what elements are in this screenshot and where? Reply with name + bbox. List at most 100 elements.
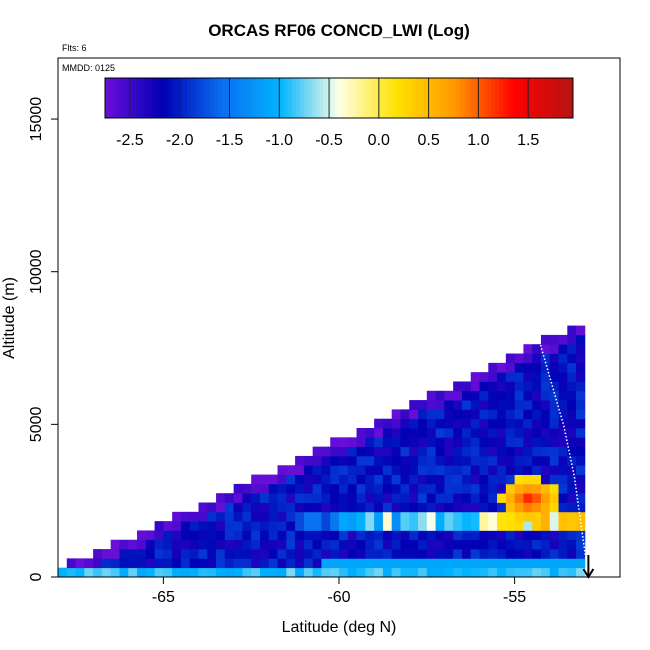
- heatmap-cell: [277, 511, 287, 522]
- heatmap-cell: [470, 474, 480, 485]
- colorbar-swatch: [303, 78, 309, 118]
- heatmap-cell: [488, 446, 498, 457]
- heatmap-cell: [453, 539, 463, 550]
- heatmap-cell: [497, 549, 507, 559]
- heatmap-cell: [374, 446, 384, 457]
- heatmap-cell: [216, 502, 226, 513]
- heatmap-cell: [488, 521, 498, 531]
- heatmap-cell: [549, 446, 559, 457]
- heatmap-cell: [382, 418, 393, 429]
- heatmap-cell: [365, 493, 375, 503]
- heatmap-cell: [277, 465, 287, 475]
- heatmap-cell: [400, 502, 410, 513]
- heatmap-cell: [400, 455, 410, 466]
- heatmap-cell: [216, 511, 226, 522]
- heatmap-cell: [312, 446, 322, 457]
- heatmap-cell: [303, 493, 314, 503]
- heatmap-cell: [180, 549, 191, 559]
- heatmap-cell: [523, 353, 533, 364]
- heatmap-cell: [303, 521, 314, 531]
- heatmap-cell: [479, 549, 489, 559]
- colorbar-swatch: [467, 78, 473, 118]
- heatmap-cell: [418, 418, 428, 429]
- colorbar-swatch: [440, 78, 445, 118]
- heatmap-cell: [523, 567, 533, 578]
- heatmap-cell: [330, 493, 340, 503]
- heatmap-cell: [461, 465, 472, 475]
- heatmap-cell: [576, 372, 586, 382]
- heatmap-cell: [479, 521, 489, 531]
- heatmap-cell: [119, 549, 129, 559]
- heatmap-cell: [426, 428, 436, 438]
- heatmap-cell: [216, 539, 226, 550]
- heatmap-cell: [224, 549, 235, 559]
- heatmap-cell: [444, 465, 454, 475]
- heatmap-cell: [321, 446, 331, 457]
- heatmap-cell: [330, 483, 340, 494]
- colorbar-tick-label: 0.5: [417, 132, 439, 149]
- heatmap-cell: [137, 567, 147, 578]
- heatmap-cell: [374, 502, 384, 513]
- heatmap-cell: [180, 558, 191, 569]
- heatmap-cell: [576, 530, 586, 541]
- heatmap-cell: [286, 474, 296, 485]
- heatmap-cell: [382, 446, 393, 457]
- heatmap-cell: [128, 558, 138, 569]
- heatmap-cell: [391, 428, 401, 438]
- heatmap-cell: [461, 558, 472, 569]
- heatmap-cell: [216, 521, 226, 531]
- heatmap-cell: [444, 567, 454, 578]
- heatmap-cell: [470, 530, 480, 541]
- heatmap-cell: [339, 511, 349, 522]
- y-tick-label: 5000: [28, 407, 45, 443]
- heatmap-cell: [365, 539, 375, 550]
- heatmap-cell: [189, 567, 199, 578]
- heatmap-cell: [470, 400, 480, 410]
- colorbar-swatch: [253, 78, 258, 118]
- colorbar-swatch: [292, 78, 297, 118]
- colorbar-swatch: [510, 78, 515, 118]
- heatmap-cell: [277, 493, 287, 503]
- heatmap-cell: [497, 381, 507, 392]
- heatmap-cell: [558, 353, 568, 364]
- colorbar-swatch: [354, 78, 359, 118]
- heatmap-cell: [558, 455, 568, 466]
- colorbar-swatch: [323, 78, 328, 118]
- heatmap-cell: [400, 549, 410, 559]
- heatmap-cell: [453, 530, 463, 541]
- heatmap-cell: [374, 521, 384, 531]
- heatmap-cell: [514, 502, 524, 513]
- heatmap-cell: [444, 418, 454, 429]
- heatmap-cell: [382, 428, 393, 438]
- heatmap-cell: [312, 511, 322, 522]
- heatmap-cell: [339, 539, 349, 550]
- heatmap-cell: [409, 502, 419, 513]
- heatmap-cell: [497, 437, 507, 448]
- heatmap-cell: [172, 549, 182, 559]
- heatmap-cell: [339, 437, 349, 448]
- heatmap-cell: [382, 483, 393, 494]
- heatmap-cell: [558, 446, 568, 457]
- colorbar-swatch: [229, 78, 235, 118]
- heatmap-cell: [295, 465, 305, 475]
- heatmap-cell: [453, 446, 463, 457]
- heatmap-cell: [233, 567, 243, 578]
- heatmap-cell: [418, 465, 428, 475]
- heatmap-cell: [356, 428, 366, 438]
- heatmap-cell: [198, 502, 208, 513]
- heatmap-cell: [488, 381, 498, 392]
- heatmap-cell: [259, 530, 270, 541]
- heatmap-cell: [233, 521, 243, 531]
- heatmap-cell: [479, 493, 489, 503]
- heatmap-cell: [339, 465, 349, 475]
- heatmap-cell: [470, 539, 480, 550]
- y-tick-label: 0: [28, 572, 45, 581]
- heatmap-cell: [66, 567, 76, 578]
- x-tick-label: -55: [503, 589, 526, 606]
- heatmap-cell: [268, 530, 278, 541]
- heatmap-cell: [576, 511, 586, 522]
- heatmap-cell: [330, 521, 340, 531]
- heatmap-cell: [233, 493, 243, 503]
- colorbar-tick-label: 0.0: [368, 132, 390, 149]
- heatmap-cell: [453, 521, 463, 531]
